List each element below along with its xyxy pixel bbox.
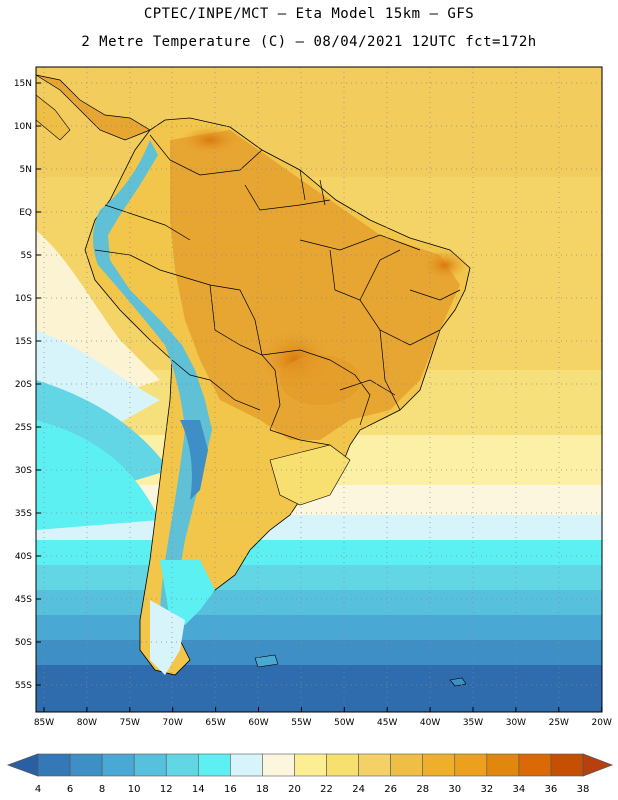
lat-tick-label: 45S <box>15 595 32 605</box>
colorbar-swatch <box>422 753 456 777</box>
colorbar-label: 36 <box>545 784 558 795</box>
colorbar-high-arrow <box>582 753 614 777</box>
colorbar-swatch <box>326 753 359 777</box>
colorbar-label: 6 <box>67 784 73 795</box>
colorbar-swatch <box>165 753 199 777</box>
colorbar-label: 14 <box>192 784 205 795</box>
longitude-axis: 85W 80W 75W 70W 65W 60W 55W 50W 45W 40W 35W 30W 25W 2… <box>34 707 612 728</box>
colorbar-label: 32 <box>480 784 493 795</box>
colorbar-label: 18 <box>256 784 269 795</box>
falkland-islands <box>254 654 279 668</box>
colorbar-swatch <box>454 753 488 777</box>
colorbar-swatch <box>37 753 71 777</box>
lat-tick-label: 10S <box>15 294 32 304</box>
colorbar-swatch <box>358 753 391 777</box>
lat-tick-label: 10N <box>14 122 32 132</box>
colorbar-label: 30 <box>448 784 461 795</box>
lat-tick-label: 5N <box>20 165 32 175</box>
lon-tick-label: 60W <box>248 718 268 728</box>
lat-tick-label: 25S <box>15 423 32 433</box>
lon-tick-label: 50W <box>334 718 354 728</box>
colorbar-swatch <box>101 753 135 777</box>
lon-tick-label: 80W <box>77 718 97 728</box>
colorbar-label: 8 <box>99 784 105 795</box>
colorbar-label: 22 <box>320 784 333 795</box>
lon-tick-label: 30W <box>506 718 526 728</box>
central-america-land <box>36 74 151 141</box>
map-plot-area <box>36 67 602 712</box>
lon-tick-label: 85W <box>34 718 54 728</box>
map-title-line2: 2 Metre Temperature (C) — 08/04/2021 12U… <box>81 34 537 50</box>
map-frame <box>35 66 603 713</box>
lon-tick-label: 70W <box>163 718 183 728</box>
colorbar-label: 4 <box>35 784 41 795</box>
colorbar-swatch <box>486 753 520 777</box>
ocean-subpolar <box>36 665 602 712</box>
colorbar-swatch <box>262 753 295 777</box>
lat-tick-label: 40S <box>15 552 32 562</box>
latitude-axis: 15N 10N 5N EQ 5S 10S 15S 20S 25S 30S 35S 40S 45S 50S 5… <box>14 79 41 691</box>
colorbar: 4 6 8 10 12 14 16 18 20 22 24 26 28 30 32 34 36 38 <box>6 753 614 795</box>
map-title-line1: CPTEC/INPE/MCT — Eta Model 15km — GFS <box>143 6 475 22</box>
lon-tick-label: 25W <box>549 718 569 728</box>
colorbar-swatch <box>550 753 584 777</box>
colorbar-label: 24 <box>352 784 365 795</box>
lon-tick-label: 35W <box>463 718 483 728</box>
lat-tick-label: 50S <box>15 638 32 648</box>
colorbar-swatch <box>390 753 424 777</box>
lat-tick-label: 5S <box>21 251 33 261</box>
lon-tick-label: 55W <box>291 718 311 728</box>
colorbar-label: 34 <box>513 784 526 795</box>
colorbar-swatch <box>294 753 327 777</box>
colorbar-swatch <box>518 753 552 777</box>
andes-cold-strip <box>93 140 212 640</box>
lon-tick-label: 65W <box>205 718 225 728</box>
colorbar-low-arrow <box>6 753 39 777</box>
colorbar-swatch <box>230 753 263 777</box>
lat-tick-label: EQ <box>19 208 32 218</box>
colorbar-label: 38 <box>577 784 590 795</box>
lon-tick-label: 75W <box>120 718 140 728</box>
lat-tick-label: 30S <box>15 466 32 476</box>
colorbar-label: 10 <box>128 784 141 795</box>
lat-tick-label: 15N <box>14 79 32 89</box>
colorbar-label: 16 <box>224 784 237 795</box>
lat-tick-label: 55S <box>15 681 32 691</box>
colorbar-label: 20 <box>288 784 301 795</box>
lat-tick-label: 15S <box>15 337 32 347</box>
lat-tick-label: 20S <box>15 380 32 390</box>
lat-tick-label: 35S <box>15 509 32 519</box>
colorbar-swatch <box>69 753 103 777</box>
colorbar-label: 26 <box>384 784 397 795</box>
lon-tick-label: 20W <box>592 718 612 728</box>
country-borders <box>94 134 461 446</box>
lon-tick-label: 45W <box>377 718 397 728</box>
colorbar-label: 12 <box>160 784 173 795</box>
colorbar-label: 28 <box>416 784 429 795</box>
lon-tick-label: 40W <box>420 718 440 728</box>
colorbar-swatch <box>133 753 167 777</box>
colorbar-swatch <box>197 753 231 777</box>
